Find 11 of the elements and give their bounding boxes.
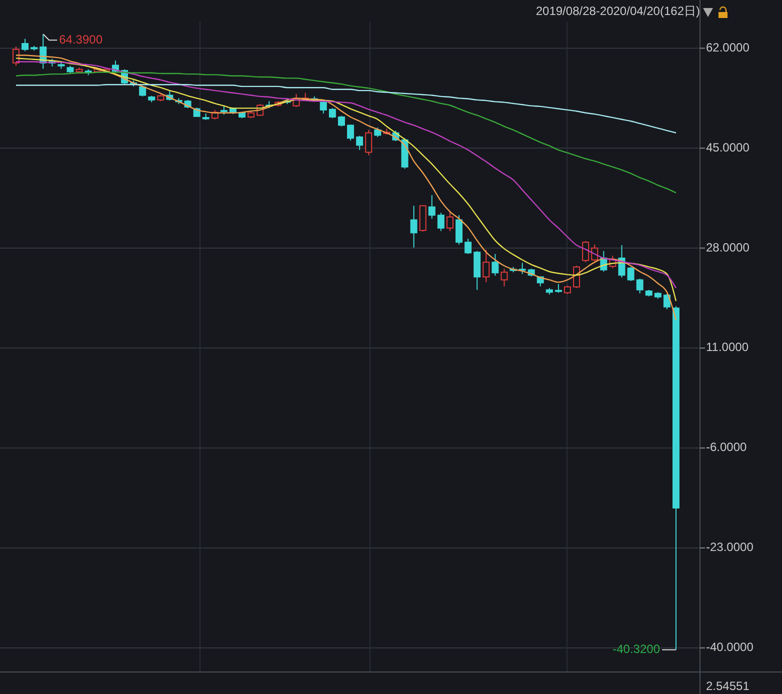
y-tick-label: 45.0000 [706,140,750,154]
y-tick-label: 28.0000 [706,240,750,254]
y-tick-label: -23.0000 [706,540,754,554]
annotation: -40.3200 [612,642,660,656]
chart-title: 2019/08/28-2020/04/20(162日) [536,4,700,18]
y-tick-label: -6.0000 [706,440,748,454]
annotation: 64.3900 [59,32,103,46]
text: 2.54551 [706,679,750,693]
y-tick-label: 11.0000 [706,340,749,354]
y-tick-label: 62.0000 [706,40,750,54]
y-tick-label: -40.0000 [706,640,754,654]
